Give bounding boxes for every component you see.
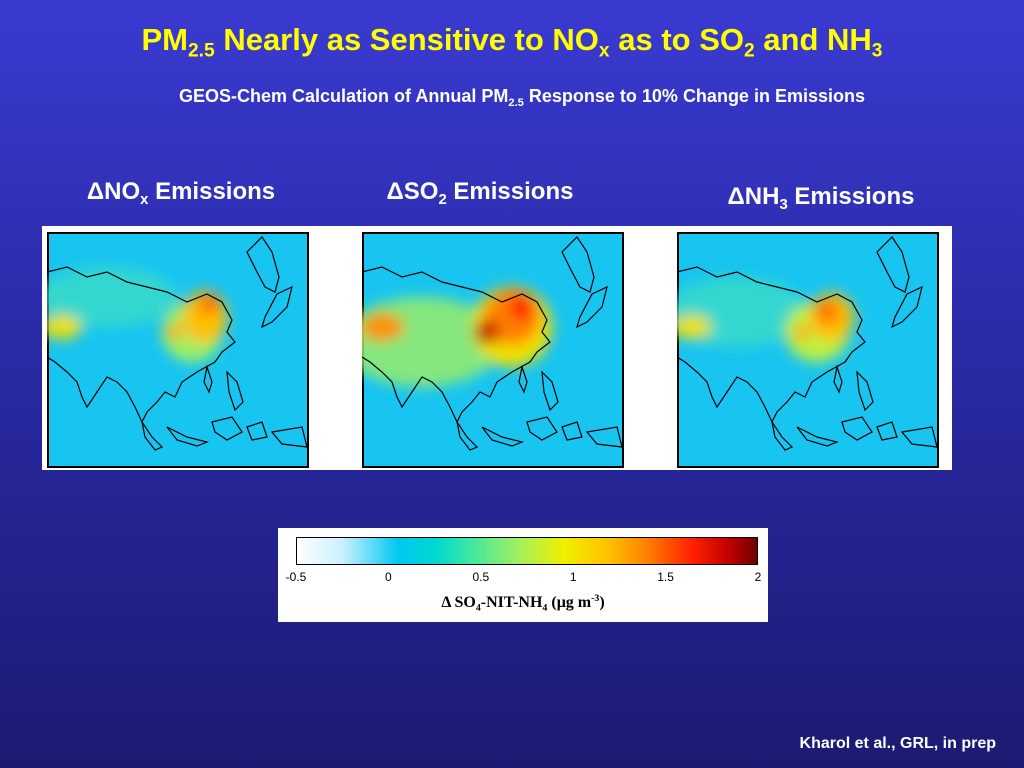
panel-label: ΔSO2 Emissions [330, 178, 630, 209]
subtitle-text: Response to 10% Change in Emissions [523, 86, 865, 106]
panel-label: ΔNOx Emissions [31, 178, 331, 209]
panel-label: ΔNH3 Emissions [671, 183, 971, 214]
label-sup: -3 [591, 593, 600, 605]
title-text: and NH [754, 22, 872, 57]
label-text: (μg m [547, 594, 592, 611]
colorbar-tick-label: -0.5 [285, 570, 307, 584]
title-text: Nearly as Sensitive to NO [214, 22, 599, 57]
colorbar-tick-label: 1 [569, 570, 577, 584]
colorbar [296, 537, 758, 565]
subtitle: GEOS-Chem Calculation of Annual PM2.5 Re… [0, 86, 1024, 109]
label-sub: 2 [438, 192, 447, 209]
colorbar-tick-label: 2 [754, 570, 762, 584]
title-sub: 2.5 [188, 40, 215, 62]
label-text: ) [599, 594, 605, 611]
map-nox [47, 232, 309, 468]
label-text: ΔSO [386, 178, 439, 205]
maps-panel [42, 226, 952, 470]
label-sub: x [140, 192, 149, 209]
label-sub: 4 [475, 602, 481, 614]
map-nh3 [677, 232, 939, 468]
colorbar-box: Δ SO4-NIT-NH4 (μg m-3) -0.5 0 0.5 1 1.5 2 [278, 528, 768, 622]
label-text: Emissions [787, 183, 915, 210]
subtitle-sub: 2.5 [508, 96, 524, 109]
label-text: ΔNH [727, 183, 780, 210]
title-sub: 3 [871, 40, 883, 62]
title: PM2.5 Nearly as Sensitive to NOx as to S… [0, 22, 1024, 61]
subtitle-text: GEOS-Chem Calculation of Annual PM [179, 86, 509, 106]
title-sub: x [598, 40, 610, 62]
title-sub: 2 [743, 40, 755, 62]
map-so2 [362, 232, 624, 468]
label-text: ΔNO [86, 178, 141, 205]
label-text: Emissions [148, 178, 276, 205]
citation: Kharol et al., GRL, in prep [799, 735, 996, 752]
title-text: as to SO [609, 22, 744, 57]
label-sub: 4 [542, 602, 548, 614]
colorbar-label: Δ SO4-NIT-NH4 (μg m-3) [278, 593, 768, 614]
label-text: Emissions [446, 178, 574, 205]
colorbar-tick-label: 0.5 [472, 570, 490, 584]
label-text: Δ SO [441, 594, 476, 611]
label-text: -NIT-NH [480, 594, 543, 611]
colorbar-tick-label: 0 [385, 570, 392, 584]
title-text: PM [141, 22, 189, 57]
label-sub: 3 [779, 197, 788, 214]
colorbar-tick-label: 1.5 [657, 570, 674, 584]
